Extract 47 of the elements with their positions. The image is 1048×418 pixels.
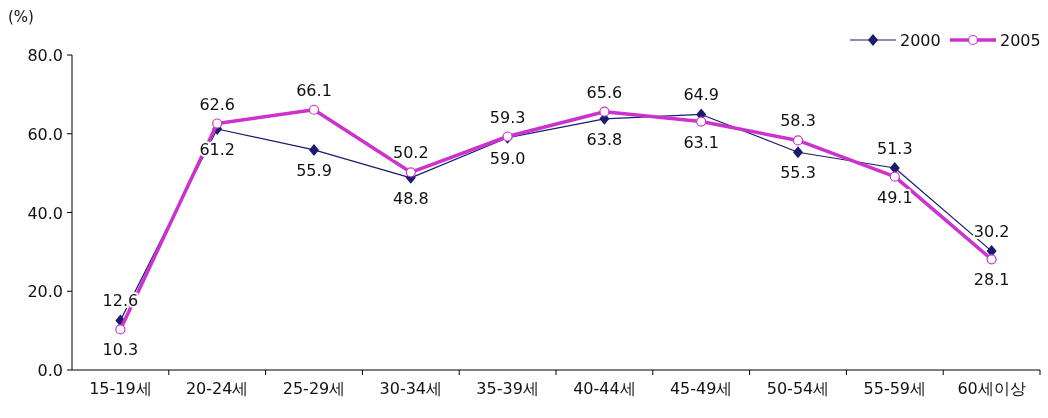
x-tick-label: 30-34세 [379,379,443,398]
point [115,324,126,335]
x-tick-label: 25-29세 [282,379,346,398]
data-label: 55.9 [296,160,332,180]
point [889,171,900,182]
point [986,254,997,265]
data-label: 50.2 [392,143,429,163]
y-axis-title: (%) [8,8,34,26]
point [405,167,416,178]
x-tick-label: 50-54세 [766,379,830,398]
data-label: 30.2 [973,222,1010,242]
y-tick-label: 20.0 [27,282,63,302]
data-label: 59.0 [489,148,526,168]
y-tick-label: 60.0 [27,124,63,144]
x-tick-label: 55-59세 [863,379,927,398]
point [696,116,707,127]
legend-label: 2005 [1000,31,1041,50]
x-tick-label: 20-24세 [185,379,249,398]
y-tick-label: 40.0 [27,203,63,223]
data-label: 66.1 [296,80,332,100]
y-tick-label: 80.0 [27,46,63,65]
data-label: 59.3 [489,107,526,127]
x-tick-label: 40-44세 [573,379,636,398]
point [308,104,320,115]
point [599,106,610,117]
data-label: 55.3 [780,163,816,183]
x-tick-label: 45-49세 [669,379,733,398]
data-label: 48.8 [392,188,429,208]
data-label: 64.9 [683,85,720,105]
point [792,135,804,146]
legend-label: 2000 [900,31,941,50]
point [793,146,803,159]
data-label: 49.1 [876,187,913,207]
point [309,143,319,156]
point [212,118,223,129]
data-label: 63.8 [586,129,623,149]
data-label: 63.1 [683,132,720,152]
x-tick-label: 35-39세 [476,379,539,398]
data-label: 62.6 [199,94,236,114]
x-tick-label: 60세이상 [957,379,1026,398]
y-tick-label: 0.0 [37,361,63,380]
data-label: 51.3 [876,139,913,159]
data-label: 65.6 [586,82,623,102]
data-label: 10.3 [102,340,139,360]
data-label: 58.3 [780,111,816,131]
x-tick-label: 15-19세 [89,379,152,398]
data-label: 28.1 [973,270,1010,290]
